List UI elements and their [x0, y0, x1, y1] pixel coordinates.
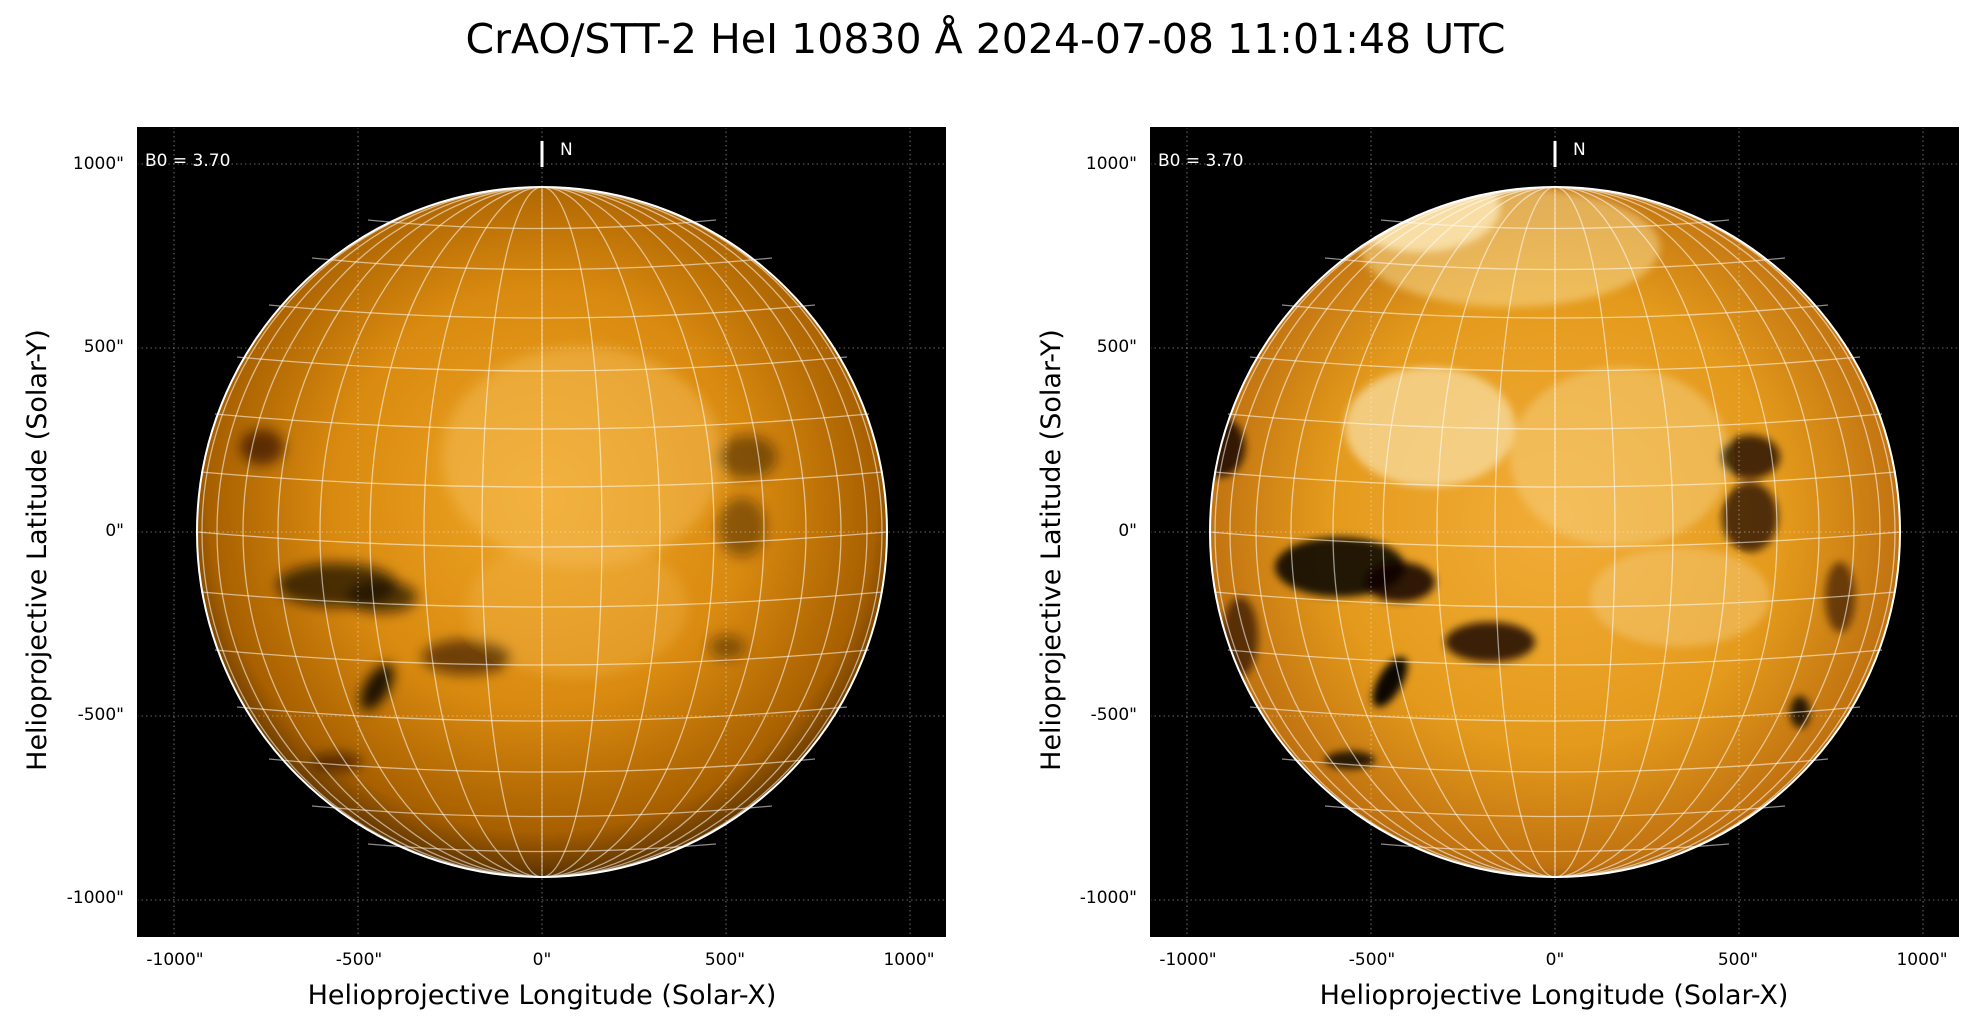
right-ytick-neg500: -500" — [1090, 705, 1137, 725]
left-ytick-neg500: -500" — [77, 705, 124, 725]
right-north-label: N — [1573, 140, 1586, 160]
left-xtick-neg500: -500" — [335, 950, 383, 970]
left-xtick-0: 0" — [532, 950, 552, 970]
right-xtick-neg500: -500" — [1348, 950, 1396, 970]
left-ytick-neg1000: -1000" — [66, 888, 124, 908]
right-axes-frame — [1150, 127, 1959, 937]
left-x-axis-label: Helioprojective Longitude (Solar-X) — [307, 980, 777, 1011]
left-ytick-1000: 1000" — [72, 154, 124, 174]
left-ytick-0: 0" — [105, 521, 124, 541]
right-xtick-500: 500" — [1717, 950, 1759, 970]
right-x-axis-label: Helioprojective Longitude (Solar-X) — [1319, 980, 1789, 1011]
right-ytick-neg1000: -1000" — [1079, 888, 1137, 908]
left-xtick-500: 500" — [704, 950, 746, 970]
right-ytick-500: 500" — [1096, 337, 1137, 357]
right-coordinate-gridlines — [1150, 127, 1959, 937]
left-coordinate-gridlines — [137, 127, 946, 937]
left-ytick-500: 500" — [83, 337, 124, 357]
right-ytick-1000: 1000" — [1085, 154, 1137, 174]
right-xtick-1000: 1000" — [1896, 950, 1948, 970]
right-y-axis-label: Helioprojective Latitude (Solar-Y) — [1036, 329, 1067, 771]
left-solar-image — [137, 127, 946, 937]
left-y-axis-label: Helioprojective Latitude (Solar-Y) — [22, 329, 53, 771]
left-xtick-neg1000: -1000" — [146, 950, 204, 970]
right-solar-image — [1150, 127, 1959, 937]
right-xtick-neg1000: -1000" — [1159, 950, 1217, 970]
left-axes-frame — [137, 127, 946, 937]
right-ytick-0: 0" — [1118, 521, 1137, 541]
right-b0-label: B0 = 3.70 — [1158, 151, 1244, 171]
figure-title: CrAO/STT-2 HeI 10830 Å 2024-07-08 11:01:… — [465, 15, 1506, 63]
left-north-label: N — [560, 140, 573, 160]
left-b0-label: B0 = 3.70 — [145, 151, 231, 171]
right-xtick-0: 0" — [1545, 950, 1565, 970]
left-xtick-1000: 1000" — [883, 950, 935, 970]
